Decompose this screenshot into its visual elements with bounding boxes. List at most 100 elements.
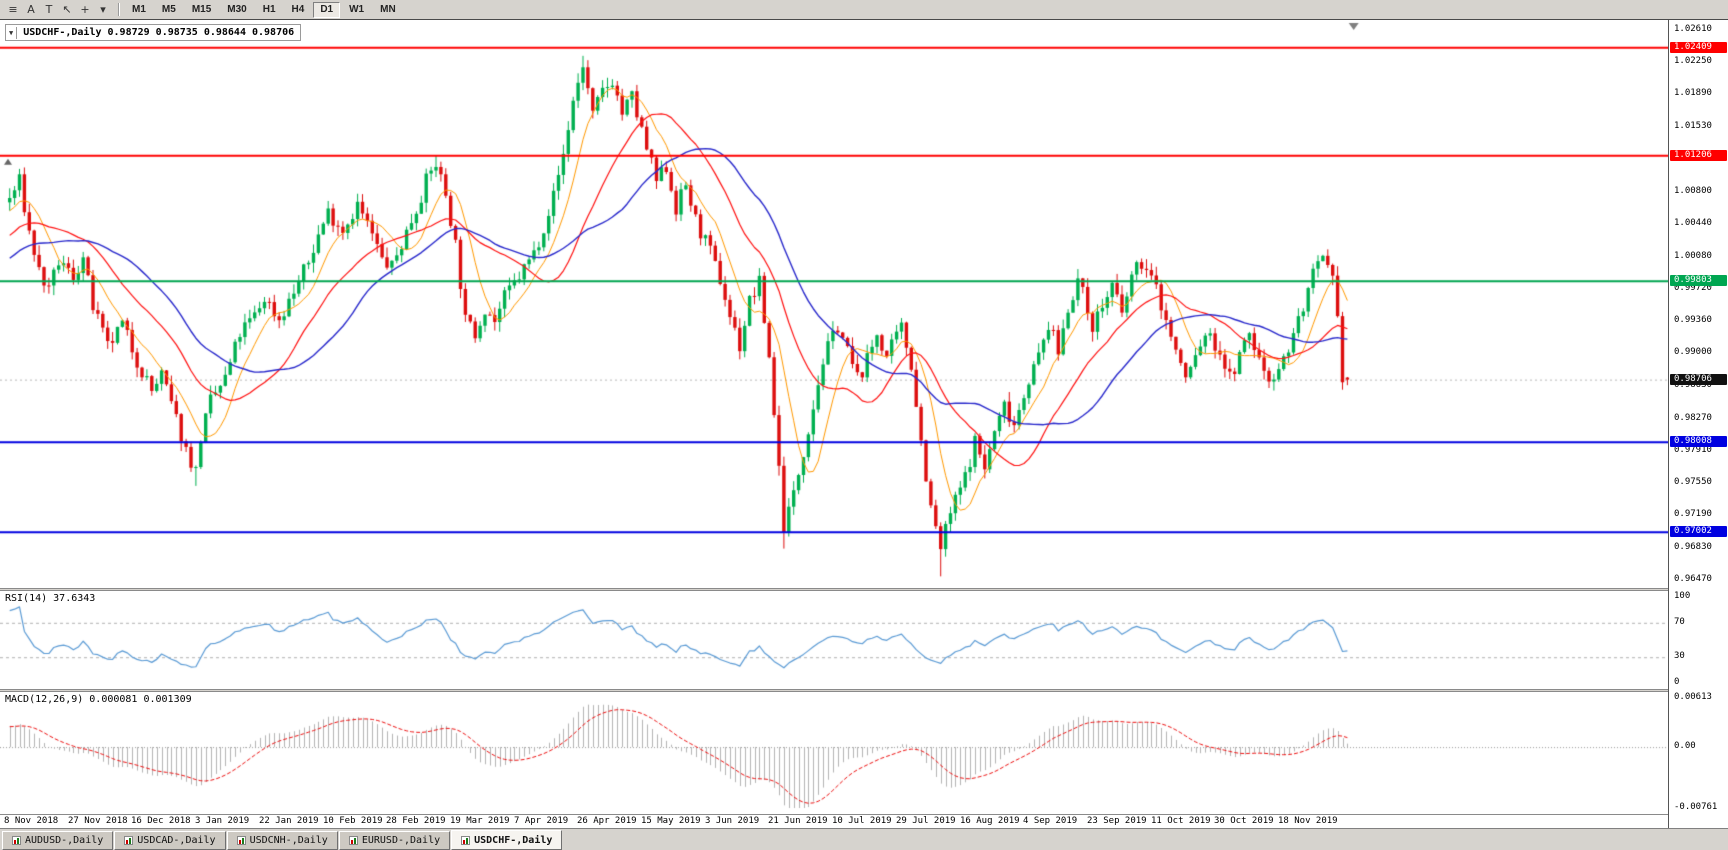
scale-tick-label: 1.00800 <box>1674 186 1712 196</box>
mini-chart-icon <box>12 836 21 845</box>
candlestick-chart-canvas[interactable] <box>0 20 1668 588</box>
chart-tab-usdcnh[interactable]: USDCNH-,Daily <box>226 831 338 850</box>
time-axis-label: 10 Feb 2019 <box>323 816 383 826</box>
scale-tick-label: 1.00440 <box>1674 218 1712 228</box>
time-axis-label: 27 Nov 2018 <box>68 816 128 826</box>
chart-tab-usdcad[interactable]: USDCAD-,Daily <box>114 831 226 850</box>
scale-tick-label: 0.98270 <box>1674 413 1712 423</box>
scale-tick-label: 0.97910 <box>1674 445 1712 455</box>
chart-title-ohlc: USDCHF-,Daily 0.98729 0.98735 0.98644 0.… <box>23 27 295 38</box>
timeframe-m30[interactable]: M30 <box>227 4 247 15</box>
panel-splitter[interactable] <box>0 588 1668 591</box>
macd-label: MACD(12,26,9) 0.000081 0.001309 <box>5 694 192 705</box>
mini-chart-icon <box>348 836 358 845</box>
timeframe-m15[interactable]: M15 <box>191 4 212 15</box>
time-axis-label: 10 Jul 2019 <box>832 816 892 826</box>
time-axis-label: 4 Sep 2019 <box>1023 816 1078 826</box>
scale-tick-label: 1.02610 <box>1674 24 1712 34</box>
time-axis-label: 16 Dec 2018 <box>131 816 191 826</box>
time-axis-label: 29 Jul 2019 <box>896 816 956 826</box>
chart-dropdown-icon[interactable]: ▼ <box>6 26 18 39</box>
macd-chart-canvas[interactable] <box>0 692 1668 814</box>
toolbar-separator <box>118 3 119 16</box>
toolbar: ≡ A T ↖ + ▾ M1 M5 M15 M30 H1 H4 D1 W1 MN <box>0 0 1728 20</box>
scale-tick-label: 0.98630 <box>1674 380 1712 390</box>
price-level-label: 0.97002 <box>1670 526 1727 537</box>
time-axis-label: 8 Nov 2018 <box>4 816 59 826</box>
main-chart-panel: ▼ USDCHF-,Daily 0.98729 0.98735 0.98644 … <box>0 20 1668 588</box>
tab-label: USDCAD-,Daily <box>137 835 216 846</box>
time-axis-label: 22 Jan 2019 <box>259 816 319 826</box>
scale-tick-label: 0.00613 <box>1674 692 1712 702</box>
timeframe-w1[interactable]: W1 <box>349 4 365 15</box>
rsi-label: RSI(14) 37.6343 <box>5 593 96 604</box>
time-axis-label: 15 May 2019 <box>641 816 701 826</box>
chart-tab-eurusd[interactable]: EURUSD-,Daily <box>338 831 451 850</box>
timeframe-h1[interactable]: H1 <box>262 4 276 15</box>
timeframe-d1[interactable]: D1 <box>313 1 341 18</box>
timeframe-m1[interactable]: M1 <box>132 4 146 15</box>
chart-window: ▼ USDCHF-,Daily 0.98729 0.98735 0.98644 … <box>0 20 1728 828</box>
time-axis-label: 3 Jan 2019 <box>195 816 250 826</box>
time-axis-label: 19 Mar 2019 <box>450 816 510 826</box>
timeframe-m5[interactable]: M5 <box>161 4 176 15</box>
scale-tick-label: 0.00 <box>1674 741 1696 751</box>
mini-chart-icon <box>461 835 471 845</box>
panel-splitter[interactable] <box>0 689 1668 692</box>
price-level-label: 0.99803 <box>1670 275 1727 286</box>
chart-header: ▼ USDCHF-,Daily 0.98729 0.98735 0.98644 … <box>5 24 302 41</box>
tools-dropdown-icon[interactable]: ▾ <box>100 3 106 16</box>
chart-tab-usdchf[interactable]: USDCHF-,Daily <box>451 830 563 850</box>
price-level-label: 1.01206 <box>1670 150 1727 161</box>
chart-list-icon[interactable]: ≡ <box>8 3 18 16</box>
rsi-chart-canvas[interactable] <box>0 591 1668 689</box>
scale-tick-label: 0.97190 <box>1674 509 1712 519</box>
time-axis-label: 23 Sep 2019 <box>1087 816 1147 826</box>
tab-label: USDCNH-,Daily <box>249 835 328 846</box>
text-tool-icon[interactable]: T <box>45 3 53 16</box>
scale-tick-label: 0.97550 <box>1674 477 1712 487</box>
time-axis-label: 28 Feb 2019 <box>386 816 446 826</box>
price-level-label: 1.02409 <box>1670 42 1727 53</box>
time-axis-label: 18 Nov 2019 <box>1278 816 1338 826</box>
time-axis-label: 11 Oct 2019 <box>1151 816 1211 826</box>
rsi-panel: RSI(14) 37.6343 <box>0 591 1668 689</box>
crosshair-icon[interactable]: + <box>80 3 90 16</box>
scale-tick-label: 0.96470 <box>1674 574 1712 584</box>
scale-tick-label: 1.02250 <box>1674 56 1712 66</box>
time-axis[interactable]: 8 Nov 2018 27 Nov 2018 16 Dec 2018 3 Jan 20… <box>0 814 1668 828</box>
text-label-icon[interactable]: A <box>27 3 35 16</box>
tab-label: EURUSD-,Daily <box>361 835 441 846</box>
price-level-label: 0.98706 <box>1670 374 1727 385</box>
chart-column: ▼ USDCHF-,Daily 0.98729 0.98735 0.98644 … <box>0 20 1668 828</box>
time-axis-label: 7 Apr 2019 <box>514 816 569 826</box>
macd-panel: MACD(12,26,9) 0.000081 0.001309 <box>0 692 1668 814</box>
time-axis-label: 21 Jun 2019 <box>768 816 828 826</box>
scale-tick-label: 100 <box>1674 591 1691 601</box>
time-axis-label: 16 Aug 2019 <box>960 816 1020 826</box>
scale-tick-label: -0.00761 <box>1674 802 1718 812</box>
scale-tick-label: 0.99360 <box>1674 315 1712 325</box>
timeframe-buttons: M1 M5 M15 M30 H1 H4 D1 W1 MN <box>125 1 403 18</box>
time-axis-label: 26 Apr 2019 <box>577 816 637 826</box>
scale-tick-label: 1.01530 <box>1674 121 1712 131</box>
timeframe-mn[interactable]: MN <box>380 4 396 15</box>
chart-tab-audusd[interactable]: AUDUSD-,Daily <box>2 831 114 850</box>
mini-chart-icon <box>124 836 134 845</box>
price-scale[interactable]: 1.026101.022501.018901.015301.011701.008… <box>1668 20 1728 828</box>
scale-tick-label: 70 <box>1674 617 1685 627</box>
scale-tick-label: 1.00080 <box>1674 251 1712 261</box>
scale-tick-label: 30 <box>1674 651 1685 661</box>
cursor-icon[interactable]: ↖ <box>62 3 72 16</box>
timeframe-h4[interactable]: H4 <box>291 4 305 15</box>
price-level-label: 0.98008 <box>1670 436 1727 447</box>
scale-tick-label: 0.99000 <box>1674 347 1712 357</box>
scale-tick-label: 0.99720 <box>1674 283 1712 293</box>
chart-tabs-bar: AUDUSD-,Daily USDCAD-,Daily USDCNH-,Daily E… <box>0 828 1728 850</box>
scale-tick-label: 0.96830 <box>1674 542 1712 552</box>
scale-tick-label: 1.01890 <box>1674 88 1712 98</box>
scale-tick-label: 0 <box>1674 677 1680 687</box>
tab-label: AUDUSD-,Daily <box>25 835 104 846</box>
mini-chart-icon <box>236 836 246 845</box>
